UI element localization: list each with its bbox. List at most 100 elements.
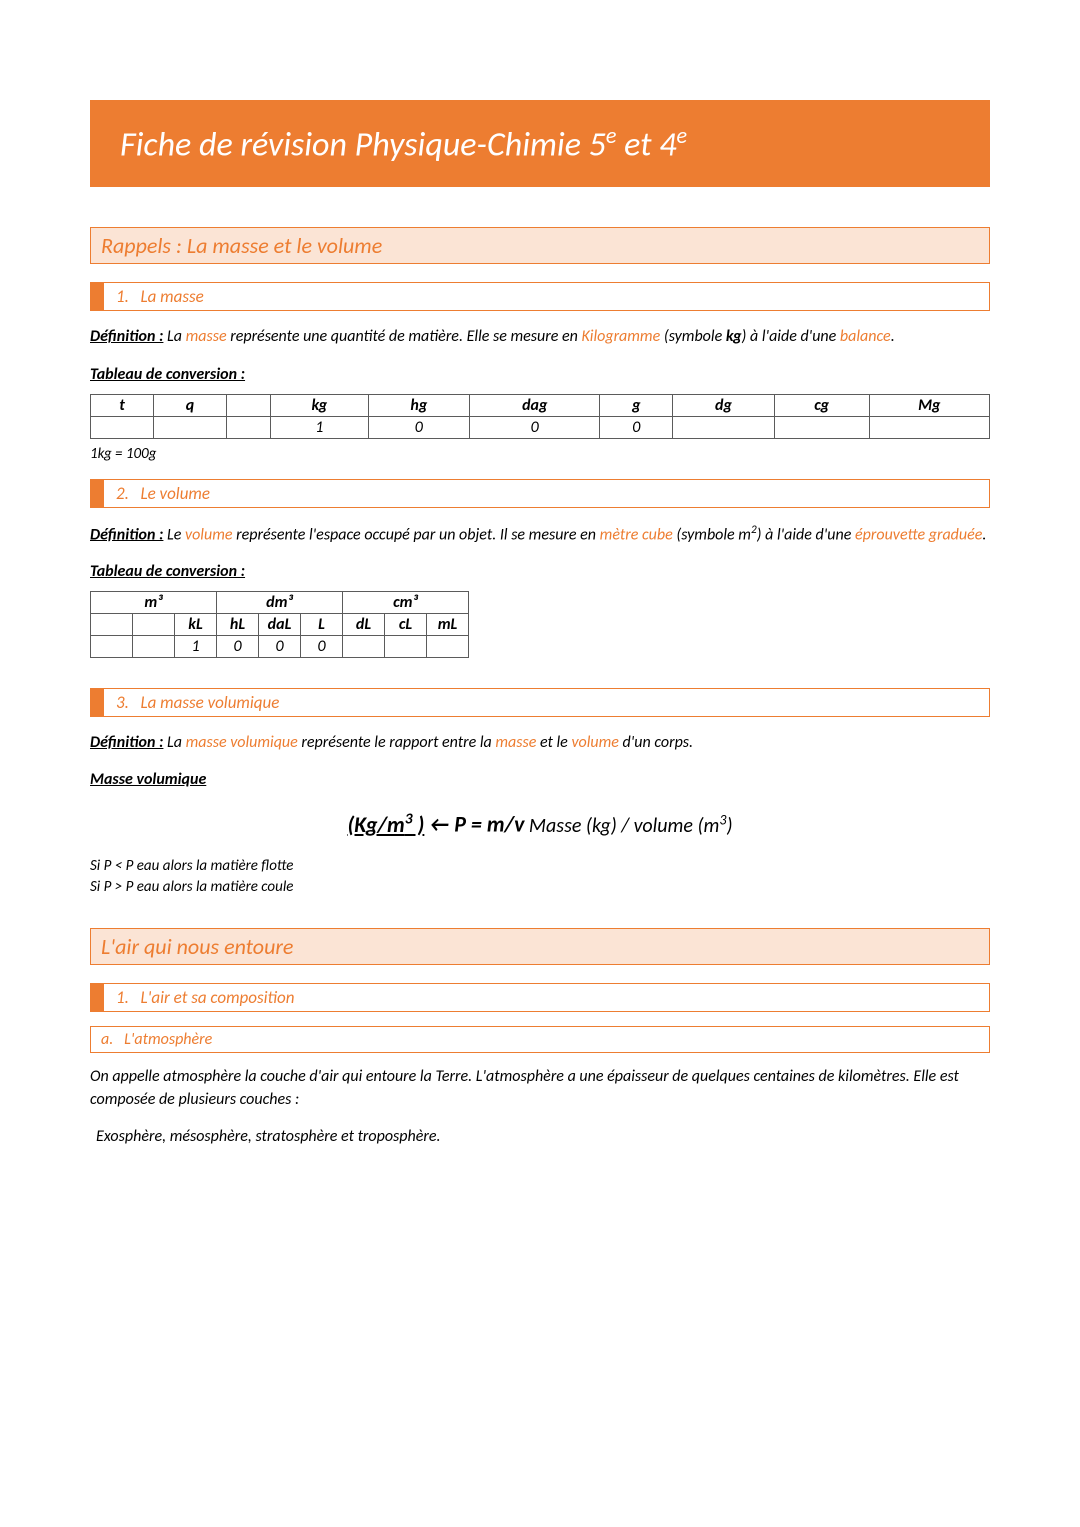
table-cell: 0	[470, 416, 600, 438]
keyword-metre-cube: mètre cube	[600, 525, 673, 544]
subsection-le-volume: 2. Le volume	[90, 479, 990, 508]
table-cell: cL	[385, 614, 427, 636]
keyword-volume-2: volume	[571, 733, 618, 752]
tableau-conversion-heading-masse: Tableau de conversion :	[90, 365, 990, 384]
subsection-title: Le volume	[140, 483, 210, 504]
table-cell	[154, 416, 227, 438]
subsection-number: 2.	[116, 483, 129, 504]
table-cell: g	[600, 394, 673, 416]
subsubsection-atmosphere: a. L'atmosphère	[90, 1026, 990, 1053]
subsection-number: 3.	[116, 692, 129, 713]
table-cell: dag	[470, 394, 600, 416]
subsubsection-letter: a.	[101, 1030, 113, 1049]
note-flotte: Si P < P eau alors la matière flotte	[90, 856, 990, 877]
table-cell: mL	[427, 614, 469, 636]
title-text-1: Fiche de révision Physique-Chimie 5	[120, 124, 606, 165]
masse-definition: Définition : La masse représente une qua…	[90, 325, 990, 348]
table-cell	[385, 636, 427, 658]
tableau-conversion-heading-volume: Tableau de conversion :	[90, 562, 990, 581]
symbol-kg: kg	[726, 327, 742, 346]
subsection-number: 1.	[116, 286, 129, 307]
table-cell: hL	[217, 614, 259, 636]
keyword-eprouvette: éprouvette graduée	[855, 525, 982, 544]
subsection-la-masse: 1. La masse	[90, 282, 990, 311]
keyword-masse-volumique: masse volumique	[186, 733, 298, 752]
subsection-masse-volumique: 3. La masse volumique	[90, 688, 990, 717]
table-cell: cg	[774, 394, 869, 416]
volume-definition: Définition : Le volume représente l'espa…	[90, 522, 990, 547]
table-cell: daL	[259, 614, 301, 636]
table-cell	[133, 636, 175, 658]
subsection-title: La masse	[140, 286, 203, 307]
table-cell	[673, 416, 775, 438]
table-header-top-row: m³ dm³ cm³	[91, 592, 469, 614]
title-text-2: et 4	[616, 124, 676, 165]
subsection-title: La masse volumique	[140, 692, 279, 713]
table-cell	[427, 636, 469, 658]
table-cell: 0	[600, 416, 673, 438]
table-cell: dg	[673, 394, 775, 416]
table-cell: Mg	[869, 394, 989, 416]
masse-caption: 1kg = 100g	[90, 445, 990, 463]
table-cell	[91, 416, 154, 438]
table-cell	[774, 416, 869, 438]
volume-conversion-table: m³ dm³ cm³ kL hL daL L dL cL mL 1 0 0 0	[90, 591, 469, 658]
definition-label: Définition :	[90, 733, 163, 752]
formula: (Kg/m3 ) ← P = m/v Masse (kg) / volume (…	[90, 809, 990, 837]
subsection-number: 1.	[116, 987, 129, 1008]
table-cell: 1	[175, 636, 217, 658]
definition-label: Définition :	[90, 327, 163, 346]
table-cell: m³	[91, 592, 217, 614]
table-cell	[91, 636, 133, 658]
table-cell: dL	[343, 614, 385, 636]
table-cell: 0	[259, 636, 301, 658]
table-cell: L	[301, 614, 343, 636]
table-cell: dm³	[217, 592, 343, 614]
table-cell: 0	[217, 636, 259, 658]
density-notes: Si P < P eau alors la matière flotte Si …	[90, 856, 990, 898]
formula-unit: (Kg/m3 )	[347, 811, 424, 838]
table-cell: kg	[271, 394, 369, 416]
title-sup-1: e	[606, 122, 617, 149]
atmosphere-para-1: On appelle atmosphère la couche d'air qu…	[90, 1065, 990, 1111]
table-cell: hg	[368, 394, 470, 416]
table-cell	[91, 614, 133, 636]
subsection-air-composition: 1. L'air et sa composition	[90, 983, 990, 1012]
document-page: Fiche de révision Physique-Chimie 5e et …	[0, 0, 1080, 1202]
masse-conversion-table: t q kg hg dag g dg cg Mg 1 0 0 0	[90, 394, 990, 439]
table-cell: 1	[271, 416, 369, 438]
table-cell: 0	[301, 636, 343, 658]
table-cell: q	[154, 394, 227, 416]
table-cell	[133, 614, 175, 636]
definition-label: Définition :	[90, 525, 163, 544]
masse-volumique-definition: Définition : La masse volumique représen…	[90, 731, 990, 754]
note-coule: Si P > P eau alors la matière coule	[90, 877, 990, 898]
title-sup-2: e	[676, 122, 687, 149]
table-cell	[226, 416, 270, 438]
table-value-row: 1 0 0 0	[91, 416, 990, 438]
table-cell: 0	[368, 416, 470, 438]
formula-equation: P = m/v	[454, 811, 524, 838]
keyword-kilogramme: Kilogramme	[581, 327, 660, 346]
masse-volumique-heading: Masse volumique	[90, 770, 990, 789]
table-header-row: t q kg hg dag g dg cg Mg	[91, 394, 990, 416]
page-title-banner: Fiche de révision Physique-Chimie 5e et …	[90, 100, 990, 187]
keyword-balance: balance	[840, 327, 891, 346]
keyword-masse: masse	[186, 327, 227, 346]
table-header-mid-row: kL hL daL L dL cL mL	[91, 614, 469, 636]
table-cell: kL	[175, 614, 217, 636]
table-cell	[869, 416, 989, 438]
section-heading-rappels: Rappels : La masse et le volume	[90, 227, 990, 264]
formula-arrow: ←	[424, 811, 454, 838]
section-heading-air: L'air qui nous entoure	[90, 928, 990, 965]
table-cell	[343, 636, 385, 658]
subsubsection-title: L'atmosphère	[124, 1030, 212, 1049]
keyword-masse-2: masse	[495, 733, 536, 752]
table-value-row: 1 0 0 0	[91, 636, 469, 658]
subsection-title: L'air et sa composition	[140, 987, 294, 1008]
table-cell: cm³	[343, 592, 469, 614]
formula-rest: Masse (kg) / volume (m3)	[524, 814, 732, 838]
table-cell	[226, 394, 270, 416]
atmosphere-para-2: Exosphère, mésosphère, stratosphère et t…	[90, 1125, 990, 1148]
keyword-volume: volume	[185, 525, 232, 544]
